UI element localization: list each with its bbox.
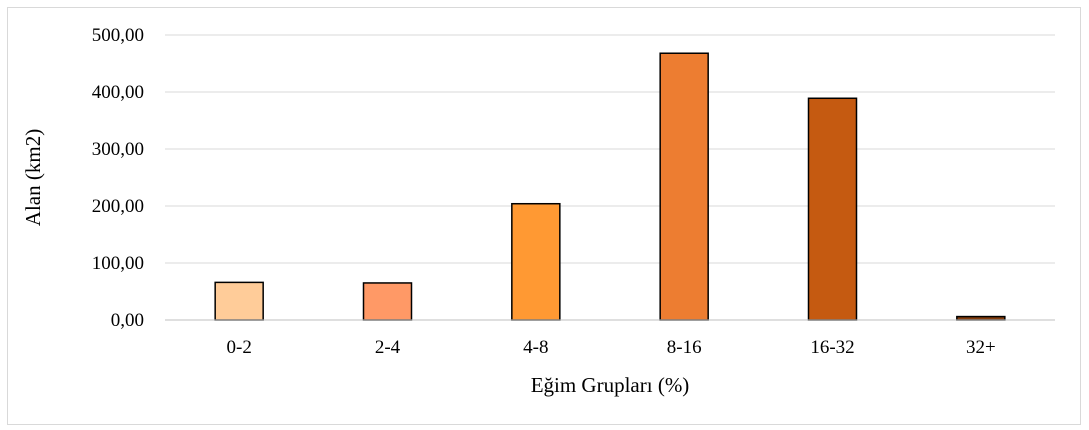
x-axis-title: Eğim Grupları (%) xyxy=(531,373,690,397)
x-tick-label: 2-4 xyxy=(375,337,401,358)
y-tick-label: 400,00 xyxy=(92,82,144,103)
y-tick-label: 500,00 xyxy=(92,25,144,46)
x-tick-label: 4-8 xyxy=(523,337,548,358)
y-tick-label: 100,00 xyxy=(92,253,144,274)
x-tick-label: 16-32 xyxy=(810,337,854,358)
bars xyxy=(215,53,1005,320)
y-axis-title: Alan (km2) xyxy=(21,129,45,226)
bar-2-4 xyxy=(364,283,412,320)
bar-16-32 xyxy=(809,98,857,320)
x-tick-label: 0-2 xyxy=(227,337,252,358)
bar-0-2 xyxy=(215,282,263,320)
y-tick-labels: 0,00 100,00 200,00 300,00 400,00 500,00 xyxy=(92,25,144,331)
y-tick-label: 0,00 xyxy=(111,310,144,331)
bar-8-16 xyxy=(660,53,708,320)
gridlines xyxy=(165,35,1055,263)
y-tick-label: 300,00 xyxy=(92,139,144,160)
y-tick-label: 200,00 xyxy=(92,196,144,217)
bar-4-8 xyxy=(512,204,560,320)
bar-32+ xyxy=(957,317,1005,320)
x-tick-label: 32+ xyxy=(966,337,996,358)
x-tick-label: 8-16 xyxy=(667,337,702,358)
x-tick-labels: 0-2 2-4 4-8 8-16 16-32 32+ xyxy=(227,337,996,358)
